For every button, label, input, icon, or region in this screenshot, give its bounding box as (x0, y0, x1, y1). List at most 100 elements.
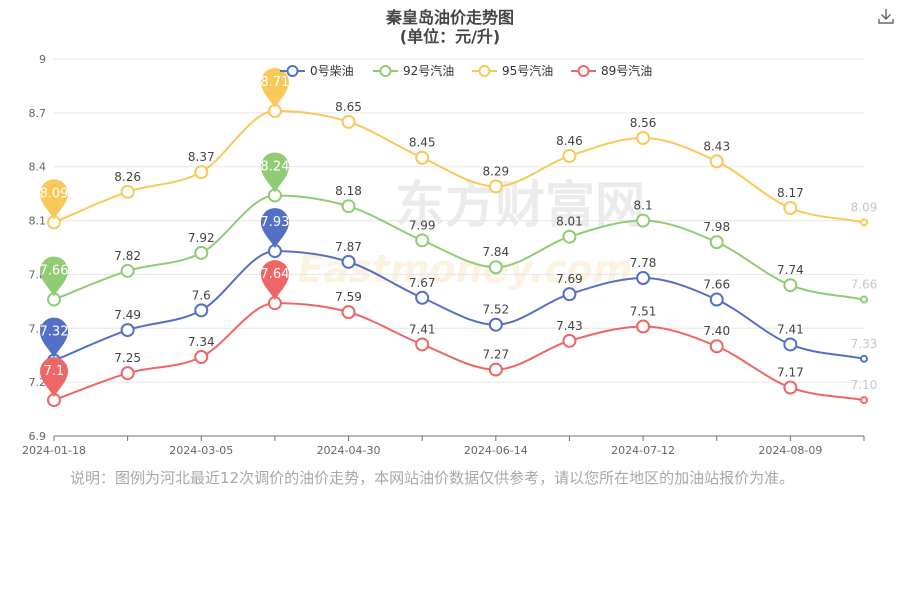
max-pin-gasoline-95-shape (260, 68, 289, 109)
legend-item-gasoline-92[interactable]: 92号汽油 (373, 63, 454, 78)
data-label-gasoline-95: 8.43 (703, 139, 730, 153)
data-point-gasoline-89[interactable] (636, 319, 651, 334)
data-label-gasoline-95: 8.46 (556, 134, 583, 148)
min-pin-gasoline-89: 7.1 (40, 357, 68, 398)
legend-item-gasoline-89[interactable]: 89号汽油 (571, 63, 652, 78)
data-point-gasoline-92[interactable] (488, 260, 503, 275)
data-point-diesel-0[interactable] (415, 290, 430, 305)
y-tick-label: 9 (39, 53, 46, 66)
data-point-gasoline-92[interactable] (783, 278, 798, 293)
data-label-diesel-0: 7.33 (851, 337, 878, 351)
data-label-diesel-0: 7.6 (192, 288, 211, 302)
data-point-gasoline-92[interactable] (562, 229, 577, 244)
data-label-gasoline-89: 7.27 (482, 348, 509, 362)
data-point-gasoline-89[interactable] (783, 380, 798, 395)
data-label-gasoline-95: 8.26 (114, 170, 141, 184)
data-point-gasoline-89[interactable] (415, 337, 430, 352)
max-pin-diesel-0-value: 7.93 (260, 215, 289, 230)
data-point-gasoline-89[interactable] (120, 366, 135, 381)
legend-item-gasoline-95[interactable]: 95号汽油 (472, 63, 553, 78)
legend-marker (478, 65, 491, 77)
x-tick-label: 2024-07-12 (611, 444, 675, 457)
legend-item-diesel-0[interactable]: 0号柴油 (280, 64, 354, 78)
data-point-gasoline-92[interactable] (415, 233, 430, 248)
max-pin-gasoline-89: 7.64 (260, 260, 289, 301)
min-pin-gasoline-95-shape (40, 179, 68, 220)
data-point-gasoline-95[interactable] (783, 201, 798, 216)
data-point-diesel-0[interactable] (783, 337, 798, 352)
data-label-gasoline-89: 7.43 (556, 319, 583, 333)
watermark: 东方财富网 Eastmoney.com (298, 176, 645, 291)
data-point-gasoline-95[interactable] (488, 179, 503, 194)
data-point-gasoline-89[interactable] (488, 362, 503, 377)
data-point-diesel-0[interactable] (341, 254, 356, 269)
data-point-gasoline-89[interactable] (194, 350, 209, 365)
x-tick-label: 2024-01-18 (22, 444, 86, 457)
min-pin-gasoline-92: 7.66 (40, 256, 69, 297)
data-label-diesel-0: 7.66 (703, 278, 730, 292)
data-point-gasoline-92[interactable] (860, 295, 868, 304)
data-label-gasoline-95: 8.09 (851, 200, 878, 214)
x-tick-label: 2024-06-14 (464, 444, 528, 457)
data-point-gasoline-92[interactable] (120, 263, 135, 278)
data-point-diesel-0[interactable] (709, 292, 724, 307)
data-label-gasoline-89: 7.17 (777, 366, 804, 380)
max-pin-gasoline-92-shape (260, 152, 289, 193)
data-point-gasoline-95[interactable] (415, 150, 430, 165)
data-point-gasoline-92[interactable] (636, 213, 651, 228)
data-point-gasoline-89[interactable] (562, 333, 577, 348)
data-label-gasoline-92: 8.1 (634, 199, 653, 213)
data-label-gasoline-89: 7.40 (703, 324, 730, 338)
data-point-diesel-0[interactable] (636, 271, 651, 286)
data-label-gasoline-95: 8.56 (630, 116, 657, 130)
data-label-diesel-0: 7.49 (114, 308, 141, 322)
max-pin-diesel-0-shape (260, 208, 289, 249)
data-label-diesel-0: 7.52 (482, 303, 509, 317)
data-point-diesel-0[interactable] (120, 323, 135, 338)
legend-label: 95号汽油 (502, 63, 553, 78)
data-label-gasoline-92: 7.99 (409, 218, 436, 232)
data-point-gasoline-95[interactable] (636, 130, 651, 145)
data-label-gasoline-89: 7.41 (409, 322, 436, 336)
data-point-diesel-0[interactable] (562, 287, 577, 302)
data-point-gasoline-95[interactable] (860, 218, 868, 227)
data-point-diesel-0[interactable] (194, 303, 209, 318)
legend: 0号柴油 92号汽油 95号汽油 89号汽油 (280, 63, 652, 78)
data-label-gasoline-92: 7.92 (188, 231, 215, 245)
y-tick-label: 7.2 (29, 376, 47, 389)
legend-label: 0号柴油 (310, 64, 354, 78)
chart-subtitle: (单位：元/升) (399, 27, 501, 46)
data-point-diesel-0[interactable] (488, 317, 503, 332)
data-point-gasoline-95[interactable] (194, 165, 209, 180)
data-label-gasoline-89: 7.34 (188, 335, 215, 349)
data-point-gasoline-95[interactable] (341, 114, 356, 129)
legend-marker (379, 65, 392, 77)
chart-note: 说明：图例为河北最近12次调价的油价走势，本网站油价数据仅供参考，请以您所在地区… (70, 469, 795, 487)
download-icon[interactable] (876, 6, 896, 26)
data-label-gasoline-89: 7.25 (114, 351, 141, 365)
data-point-diesel-0[interactable] (860, 354, 868, 363)
data-point-gasoline-89[interactable] (709, 339, 724, 354)
data-point-gasoline-92[interactable] (709, 235, 724, 250)
max-pin-gasoline-95-value: 8.71 (260, 75, 289, 90)
y-tick-label: 8.4 (29, 161, 47, 174)
data-point-gasoline-95[interactable] (709, 154, 724, 169)
data-point-gasoline-95[interactable] (120, 184, 135, 199)
data-label-gasoline-92: 7.82 (114, 249, 141, 263)
data-label-gasoline-95: 8.45 (409, 136, 436, 150)
legend-marker (286, 65, 299, 77)
data-point-gasoline-92[interactable] (194, 245, 209, 260)
min-pin-gasoline-92-value: 7.66 (40, 264, 69, 279)
data-point-gasoline-89[interactable] (341, 305, 356, 320)
data-label-diesel-0: 7.41 (777, 322, 804, 336)
min-pin-gasoline-89-value: 7.1 (44, 364, 65, 379)
watermark-cn: 东方财富网 (395, 176, 645, 234)
data-label-gasoline-89: 7.10 (851, 378, 878, 392)
data-point-gasoline-92[interactable] (341, 199, 356, 214)
data-label-gasoline-89: 7.51 (630, 304, 657, 318)
data-point-gasoline-89[interactable] (860, 396, 868, 405)
data-label-gasoline-92: 7.98 (703, 220, 730, 234)
max-pin-gasoline-89-value: 7.64 (260, 267, 289, 282)
data-point-gasoline-95[interactable] (562, 148, 577, 163)
chart-title: 秦皇岛油价走势图 (385, 8, 514, 27)
